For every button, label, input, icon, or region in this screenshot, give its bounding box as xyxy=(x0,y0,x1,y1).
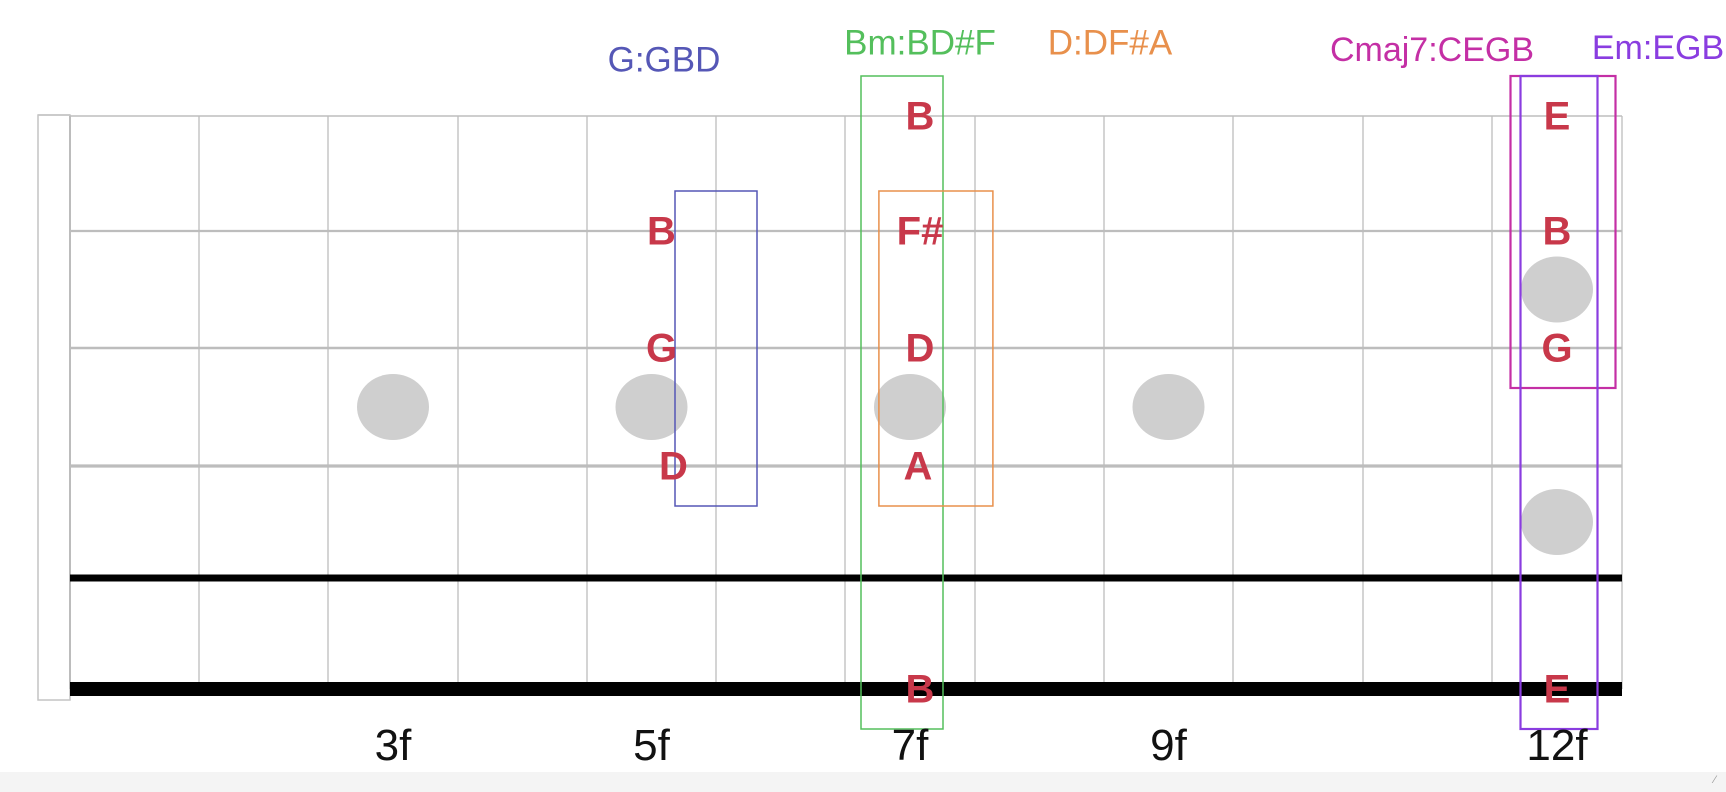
cmaj7-chord-label: Cmaj7:CEGB xyxy=(1330,31,1534,69)
fret-labels: 3f 5f 7f 9f 12f xyxy=(375,721,1589,770)
d-chord-label: D:DF#A xyxy=(1048,23,1173,62)
note-label: B xyxy=(1543,210,1572,254)
chord-labels: G:GBD Bm:BD#F D:DF#A Cmaj7:CEGB Em:EGB xyxy=(608,23,1725,79)
em-chord-label: Em:EGB xyxy=(1592,29,1724,67)
note-label: G xyxy=(646,327,677,371)
fret-number-label: 9f xyxy=(1150,721,1187,770)
chord-boxes xyxy=(674,74,1617,731)
note-label: F# xyxy=(897,210,944,254)
inlay-dot xyxy=(615,374,688,440)
inlay-dot xyxy=(1521,489,1593,555)
inlay-dot xyxy=(357,374,429,440)
bm-chord-box xyxy=(860,75,944,730)
note-label: D xyxy=(659,445,688,489)
note-label: B xyxy=(647,210,676,254)
g-chord-box xyxy=(674,190,758,507)
note-label: B xyxy=(906,95,935,139)
inlay-dot xyxy=(874,374,946,440)
fret-number-label: 3f xyxy=(375,721,412,770)
note-label: G xyxy=(1541,327,1572,371)
fret-number-label: 12f xyxy=(1526,721,1588,770)
inlay-dots xyxy=(357,256,1593,555)
note-label: E xyxy=(1544,95,1571,139)
bm-chord-label: Bm:BD#F xyxy=(844,23,996,62)
g-chord-label: G:GBD xyxy=(608,40,721,79)
inlay-dot xyxy=(1521,256,1593,323)
headstock-edge xyxy=(37,114,71,701)
video-bottom-strip xyxy=(0,772,1726,792)
corner-mark: ⁄ xyxy=(1714,774,1716,786)
note-label: E xyxy=(1544,668,1571,712)
note-label: D xyxy=(906,327,935,371)
note-label: B xyxy=(906,668,935,712)
inlay-dot xyxy=(1132,374,1205,440)
note-labels: B F# D A B B G D E B G E xyxy=(646,95,1573,712)
fretboard xyxy=(37,114,1623,701)
d-chord-box xyxy=(878,190,994,507)
em-chord-box xyxy=(1519,74,1599,731)
note-label: A xyxy=(904,445,933,489)
fret-number-label: 7f xyxy=(892,721,929,770)
fret-number-label: 5f xyxy=(633,721,670,770)
